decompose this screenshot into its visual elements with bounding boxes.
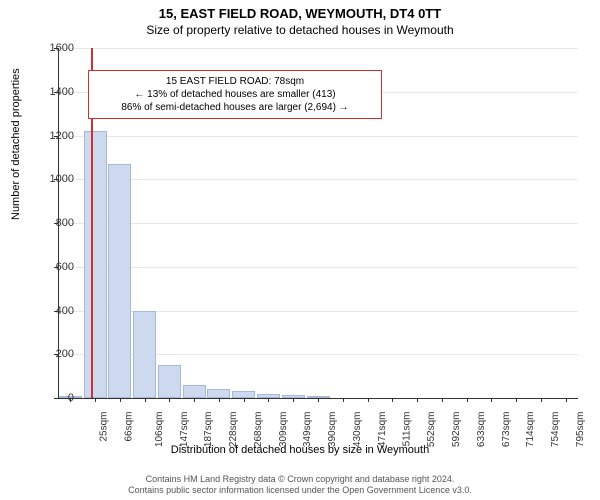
xtick-mark [566, 398, 567, 402]
xtick-mark [467, 398, 468, 402]
xtick-mark [516, 398, 517, 402]
footer-line-1: Contains HM Land Registry data © Crown c… [0, 474, 600, 485]
gridline [58, 136, 578, 137]
xtick-label: 633sqm [476, 412, 487, 448]
xtick-label: 147sqm [179, 412, 190, 448]
xtick-label: 592sqm [451, 412, 462, 448]
xtick-mark [95, 398, 96, 402]
xtick-mark [417, 398, 418, 402]
xtick-mark [442, 398, 443, 402]
xtick-label: 106sqm [154, 412, 165, 448]
xtick-label: 349sqm [303, 412, 314, 448]
histogram-bar [133, 311, 156, 399]
xtick-label: 25sqm [99, 412, 110, 442]
title-sub: Size of property relative to detached ho… [0, 21, 600, 37]
xtick-label: 511sqm [401, 412, 412, 447]
xtick-mark [145, 398, 146, 402]
gridline [58, 267, 578, 268]
title-main: 15, EAST FIELD ROAD, WEYMOUTH, DT4 0TT [0, 0, 600, 21]
chart-container: 15, EAST FIELD ROAD, WEYMOUTH, DT4 0TT S… [0, 0, 600, 500]
xtick-mark [293, 398, 294, 402]
ytick-label: 1200 [50, 130, 74, 142]
gridline [58, 48, 578, 49]
histogram-bar [207, 389, 230, 398]
attribution-footer: Contains HM Land Registry data © Crown c… [0, 474, 600, 496]
y-axis-label: Number of detached properties [10, 68, 22, 220]
xtick-mark [120, 398, 121, 402]
plot-area: 25sqm66sqm106sqm147sqm187sqm228sqm268sqm… [58, 48, 578, 398]
ytick-label: 200 [56, 348, 74, 360]
ytick-label: 0 [68, 392, 74, 404]
ytick-label: 600 [56, 261, 74, 273]
xtick-label: 268sqm [253, 412, 264, 448]
xtick-label: 187sqm [204, 412, 215, 448]
xtick-mark [541, 398, 542, 402]
annotation-line1: 15 EAST FIELD ROAD: 78sqm [95, 75, 375, 88]
ytick-label: 800 [56, 217, 74, 229]
xtick-label: 471sqm [377, 412, 388, 448]
ytick-label: 1000 [50, 173, 74, 185]
annotation-box: 15 EAST FIELD ROAD: 78sqm← 13% of detach… [88, 70, 382, 119]
xtick-label: 795sqm [575, 412, 586, 448]
xtick-mark [392, 398, 393, 402]
xtick-mark [368, 398, 369, 402]
xtick-label: 714sqm [525, 412, 536, 448]
xtick-label: 552sqm [426, 412, 437, 448]
xtick-mark [219, 398, 220, 402]
xtick-label: 309sqm [278, 412, 289, 448]
xtick-mark [343, 398, 344, 402]
xtick-label: 390sqm [327, 412, 338, 448]
xtick-mark [194, 398, 195, 402]
histogram-bar [183, 385, 206, 398]
ytick-label: 1600 [50, 42, 74, 54]
annotation-line2: ← 13% of detached houses are smaller (41… [95, 88, 375, 101]
xtick-mark [244, 398, 245, 402]
xtick-label: 673sqm [501, 412, 512, 448]
xtick-mark [169, 398, 170, 402]
ytick-label: 400 [56, 305, 74, 317]
xtick-label: 66sqm [124, 412, 135, 442]
xtick-label: 228sqm [228, 412, 239, 448]
histogram-bar [108, 164, 131, 398]
ytick-label: 1400 [50, 86, 74, 98]
histogram-bar [84, 131, 107, 398]
xtick-mark [268, 398, 269, 402]
gridline [58, 179, 578, 180]
xtick-label: 754sqm [550, 412, 561, 448]
xtick-mark [318, 398, 319, 402]
gridline [58, 223, 578, 224]
x-axis-label: Distribution of detached houses by size … [0, 444, 600, 456]
footer-line-2: Contains public sector information licen… [0, 485, 600, 496]
xtick-label: 430sqm [352, 412, 363, 448]
histogram-bar [158, 365, 181, 398]
annotation-line3: 86% of semi-detached houses are larger (… [95, 101, 375, 114]
xtick-mark [491, 398, 492, 402]
